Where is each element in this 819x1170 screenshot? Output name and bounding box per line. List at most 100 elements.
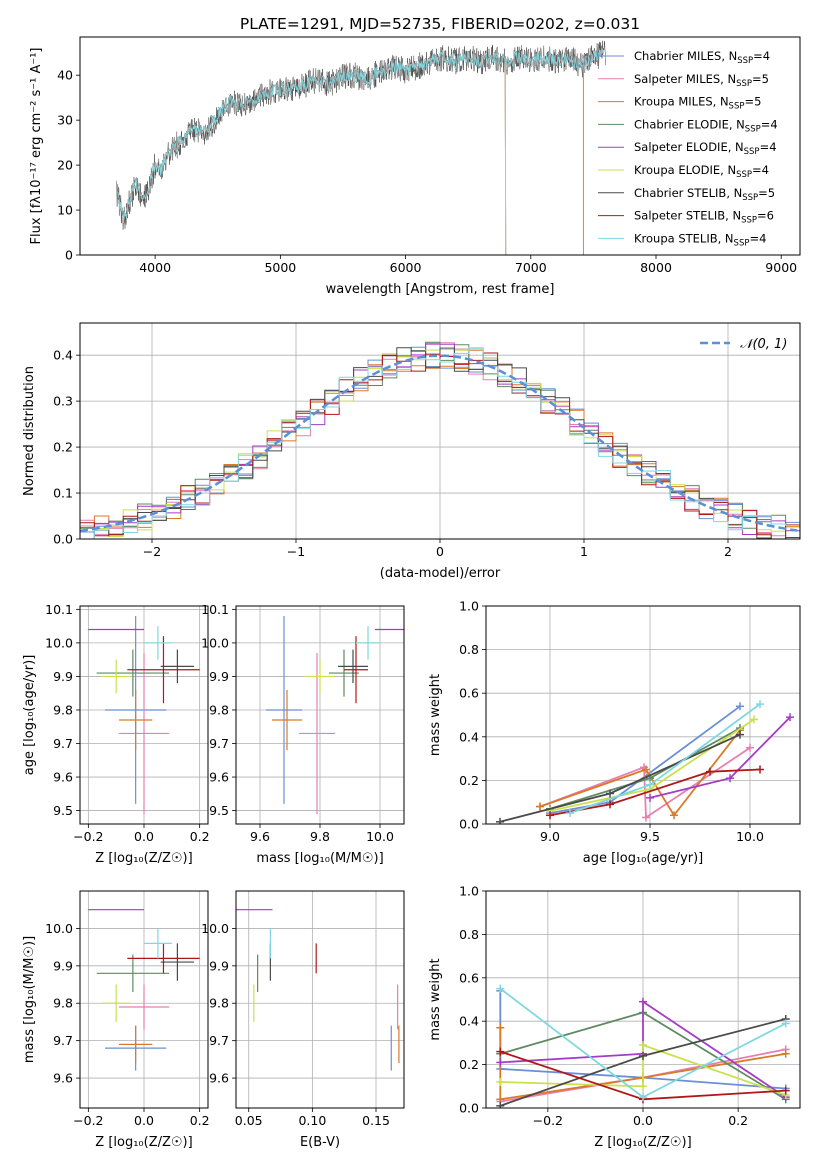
y-tick-label: 9.8: [53, 996, 73, 1011]
axes-mass_weight_vs_Z: −0.2 0.0 0.2 0.0 0.2 0.4 0.6 0.8 1.0 Z [log₁₀(Z/Z…: [428, 884, 801, 1150]
y-tick-label: 0.6: [459, 686, 479, 701]
x-axis-label: (data-model)/error: [380, 566, 501, 581]
plus-marker: [670, 811, 678, 820]
y-tick-label: 0.4: [53, 348, 73, 363]
axes-residuals: −2 −1 0 1 2 0.0 0.1 0.2 0.3 0.4 (data-model)/error…: [22, 322, 801, 581]
y-tick-label: 40: [57, 68, 73, 83]
x-tick-label: 0.2: [190, 829, 210, 844]
y-tick-label: 9.6: [209, 1071, 229, 1086]
error-bar-point: [299, 652, 335, 814]
x-tick-label: 9.0: [540, 829, 560, 844]
histogram-step-4: [80, 343, 800, 535]
x-tick-label: 0.10: [298, 1113, 326, 1128]
axes-frame: [79, 36, 801, 256]
plus-marker: [706, 767, 714, 776]
y-tick-label: 10.1: [201, 602, 229, 617]
y-tick-label: 0: [65, 248, 73, 263]
y-tick-label: 9.9: [209, 669, 229, 684]
plus-marker: [750, 715, 758, 724]
residual-legend: 𝒩(0, 1): [700, 337, 787, 352]
y-tick-label: 1.0: [459, 599, 479, 614]
y-tick-label: 9.8: [209, 702, 229, 717]
axes-frame: [235, 890, 405, 1109]
plot-area-mass_weight_vs_Z: [496, 984, 790, 1108]
error-bar-point: [127, 636, 200, 704]
error-bar-point: [329, 649, 359, 697]
error-bar-point: [144, 626, 172, 660]
y-tick-label: 9.8: [209, 996, 229, 1011]
x-tick-label: 1: [580, 544, 588, 559]
legend-entry-label: Salpeter MILES, NSSP=5: [634, 72, 769, 89]
y-tick-label: 0.2: [459, 773, 479, 788]
plus-marker: [639, 1093, 647, 1102]
error-bar-point: [118, 984, 170, 1030]
y-tick-label: 9.7: [53, 1033, 73, 1048]
x-tick-label: 0.0: [134, 829, 154, 844]
mass-weight-line-5: [500, 1043, 786, 1096]
error-bar-point: [118, 1025, 153, 1064]
axes-frame: [79, 605, 209, 825]
y-tick-label: 10.1: [45, 602, 73, 617]
x-tick-label: 0.2: [190, 1113, 210, 1128]
axes-frame: [485, 890, 801, 1109]
y-tick-label: 0.3: [53, 394, 73, 409]
plot-area-spectrum: [116, 40, 607, 255]
error-bar-point: [118, 689, 153, 751]
axes-frame: [79, 322, 801, 540]
spectrum-legend: Chabrier MILES, NSSP=4 Salpeter MILES, NS…: [598, 49, 778, 248]
observed-spectrum-line: [116, 40, 607, 230]
error-bar-point: [102, 984, 131, 1022]
normal-curve: [80, 354, 798, 533]
plus-marker: [606, 789, 614, 798]
x-tick-label: −1: [287, 544, 305, 559]
plot-area-age_vs_mass: [266, 616, 404, 814]
axes-spectrum: 4000 5000 6000 7000 8000 9000 0 10 20 30 40 wavelen…: [29, 36, 801, 297]
error-bar-point: [160, 943, 195, 981]
axes-age_vs_mass: 9.6 9.8 10.0 9.5 9.6 9.7 9.8 9.9 10.0 10.1 mass [l…: [201, 602, 405, 866]
x-tick-label: −0.2: [73, 829, 103, 844]
plus-marker: [606, 800, 614, 809]
y-tick-label: 9.7: [53, 736, 73, 751]
legend-entry-label: Chabrier MILES, NSSP=4: [634, 49, 770, 66]
error-bar-point: [266, 616, 302, 804]
x-axis-label: Z [log₁₀(Z/Z☉)]: [594, 1135, 691, 1150]
x-tick-label: 4000: [139, 260, 171, 275]
y-tick-label: 9.6: [209, 770, 229, 785]
y-tick-label: 9.9: [53, 958, 73, 973]
plus-marker: [736, 730, 744, 739]
y-tick-label: 9.6: [53, 1071, 73, 1086]
plus-marker: [642, 765, 650, 774]
plus-marker: [646, 793, 654, 802]
plus-marker: [646, 780, 654, 789]
plus-marker: [536, 802, 544, 811]
x-tick-label: 7000: [515, 260, 547, 275]
plus-marker: [496, 1047, 505, 1056]
y-tick-label: 30: [57, 113, 73, 128]
x-axis-label: wavelength [Angstrom, rest frame]: [326, 282, 555, 297]
y-tick-label: 9.7: [209, 1033, 229, 1048]
y-tick-label: 0.2: [53, 440, 73, 455]
plus-marker: [756, 765, 764, 774]
plus-marker: [736, 702, 744, 711]
y-tick-label: 9.5: [209, 803, 229, 818]
y-tick-label: 9.9: [53, 669, 73, 684]
x-tick-label: 0.2: [728, 1113, 748, 1128]
axes-frame: [79, 890, 209, 1109]
plus-marker: [496, 1023, 505, 1032]
error-bar-point: [144, 928, 172, 959]
plus-marker: [639, 1051, 647, 1060]
plus-marker: [746, 743, 754, 752]
plus-marker: [546, 811, 554, 820]
y-tick-label: 1.0: [459, 884, 479, 899]
y-tick-label: 0.4: [459, 1014, 479, 1029]
error-bar-point: [96, 954, 170, 993]
axes-frame: [235, 605, 405, 825]
error-bar-point: [338, 649, 368, 684]
plot-area-mass_vs_Z: [88, 909, 200, 1071]
legend-entry-label: Salpeter STELIB, NSSP=6: [634, 209, 774, 226]
x-tick-label: 9.8: [310, 829, 330, 844]
x-tick-label: 0.0: [633, 1113, 653, 1128]
y-tick-label: 0.0: [459, 1101, 479, 1116]
plus-marker: [642, 813, 650, 822]
